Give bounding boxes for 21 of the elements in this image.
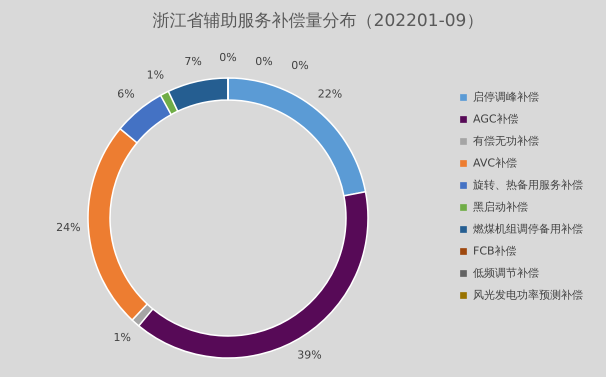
text: 0% (255, 55, 273, 68)
legend-label: 有偿无功补偿 (473, 134, 539, 148)
chart-title: 浙江省辅助服务补偿量分布（202201-09） (152, 11, 484, 31)
legend-label: 启停调峰补偿 (473, 90, 539, 104)
data-label: 24% (56, 221, 81, 234)
data-label: 1% (113, 331, 131, 344)
data-label: 1% (146, 68, 164, 82)
legend-label: 旋转、热备用服务补偿 (473, 178, 583, 192)
data-label: 6% (117, 88, 135, 101)
text: 0% (219, 51, 237, 64)
legend-label: 黑启动补偿 (473, 200, 528, 214)
data-label: 22% (318, 88, 342, 101)
legend-label: 低频调节补偿 (473, 266, 539, 280)
legend-label: FCB补偿 (473, 244, 517, 258)
data-label: 39% (297, 348, 322, 362)
legend-label: AVC补偿 (473, 156, 518, 170)
legend-label: 燃煤机组调停备用补偿 (473, 222, 583, 236)
legend-label: AGC补偿 (473, 112, 519, 126)
data-label: 7% (184, 54, 202, 68)
legend-label: 风光发电功率预测补偿 (473, 288, 583, 302)
text: 0% (291, 59, 309, 72)
